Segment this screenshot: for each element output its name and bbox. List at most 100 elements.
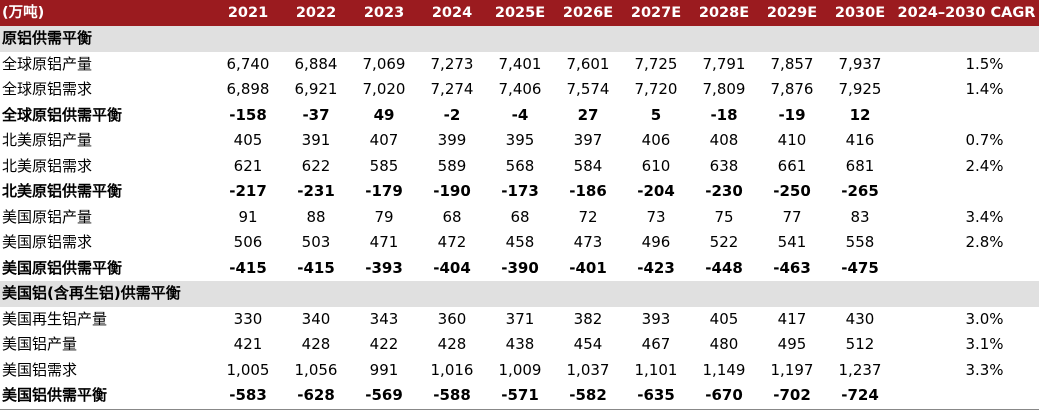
value-cell: 1,037 [566,360,610,379]
value-cell: 91 [238,207,258,226]
value-cell: 1,197 [770,360,814,379]
value-cell: -475 [841,258,879,277]
row-label: 美国原铝需求 [2,233,93,252]
value-cell: 393 [641,309,671,328]
value-cell: -463 [773,258,811,277]
value-cell: -588 [418,383,486,410]
value-cell: 397 [573,131,603,150]
value-cell: 438 [505,335,535,354]
year-header: 2021 [214,0,282,26]
value-cell: 471 [369,233,399,252]
value-cell: -190 [433,182,471,201]
value-cell: 1,056 [294,360,338,379]
value-cell: -250 [773,182,811,201]
value-cell: 7,401 [498,54,542,73]
value-cell: 428 [437,335,467,354]
value-cell: 506 [233,233,263,252]
value-cell: 371 [505,309,535,328]
value-cell: 7,069 [362,54,406,73]
value-cell: 430 [845,309,875,328]
value-cell: 1,009 [498,360,542,379]
table-row: 全球原铝需求 6,898 6,921 7,020 7,274 7,406 7,574 7,72… [0,77,1039,103]
value-cell: -415 [297,258,335,277]
row-label: 美国原铝产量 [2,207,93,226]
value-cell: 7,809 [702,80,746,99]
value-cell: -569 [350,383,418,410]
cagr-cell: 3.0% [965,309,1004,328]
value-cell: 458 [505,233,535,252]
table-row: 北美原铝产量 405 391 407 399 395 397 406 408 410 416 0.7% [0,128,1039,154]
value-cell: 68 [442,207,462,226]
table-row: 美国铝需求 1,005 1,056 991 1,016 1,009 1,037 1,101 1,… [0,358,1039,384]
unit-label: (万吨) [0,0,214,26]
value-cell: 480 [709,335,739,354]
value-cell: -670 [690,383,758,410]
value-cell: 621 [233,156,263,175]
value-cell: -231 [297,182,335,201]
value-cell: 399 [437,131,467,150]
value-cell: 541 [777,233,807,252]
value-cell: 585 [369,156,399,175]
value-cell: 6,884 [294,54,338,73]
value-cell: 1,237 [838,360,882,379]
year-header: 2027E [622,0,690,26]
value-cell: -173 [501,182,539,201]
value-cell: -37 [302,105,330,124]
value-cell: 7,720 [634,80,678,99]
section-header-row: 美国铝(含再生铝)供需平衡 [0,281,1039,307]
value-cell: 360 [437,309,467,328]
value-cell: 7,406 [498,80,542,99]
cagr-cell: 3.4% [965,207,1004,226]
value-cell: 405 [233,131,263,150]
value-cell: 681 [845,156,875,175]
balance-row: 美国原铝供需平衡 -415 -415 -393 -404 -390 -401 -423 -448… [0,256,1039,282]
table-row: 全球原铝产量 6,740 6,884 7,069 7,273 7,401 7,601 7,72… [0,52,1039,78]
value-cell: 79 [374,207,394,226]
balance-row: 美国铝供需平衡 -583 -628 -569 -588 -571 -582 -635 -670-… [0,383,1039,410]
row-label: 全球原铝需求 [2,80,93,99]
value-cell: -415 [229,258,267,277]
value-cell: -702 [758,383,826,410]
value-cell: 73 [646,207,666,226]
value-cell: 417 [777,309,807,328]
value-cell: 622 [301,156,331,175]
table-row: 美国原铝需求 506 503 471 472 458 473 496 522 541 558 2.8% [0,230,1039,256]
value-cell: 568 [505,156,535,175]
value-cell: 83 [850,207,870,226]
row-label: 美国铝产量 [2,335,78,354]
value-cell: 428 [301,335,331,354]
cagr-header: 2024–2030 CAGR [894,0,1039,26]
value-cell: -390 [501,258,539,277]
value-cell: 1,016 [430,360,474,379]
value-cell: 49 [373,105,395,124]
balance-row: 全球原铝供需平衡 -158 -37 49 -2 -4 27 5 -18 -19 12 [0,103,1039,129]
year-header: 2024 [418,0,486,26]
year-header: 2025E [486,0,554,26]
value-cell: 467 [641,335,671,354]
value-cell: 7,937 [838,54,882,73]
value-cell: -19 [778,105,806,124]
value-cell: 7,274 [430,80,474,99]
year-header: 2030E [826,0,894,26]
value-cell: -2 [443,105,461,124]
year-header: 2028E [690,0,758,26]
value-cell: -404 [433,258,471,277]
cagr-cell: 3.1% [965,335,1004,354]
cagr-cell: 2.4% [965,156,1004,175]
value-cell: 391 [301,131,331,150]
value-cell: -635 [622,383,690,410]
value-cell: 454 [573,335,603,354]
value-cell: -628 [282,383,350,410]
row-label: 全球原铝供需平衡 [2,105,123,124]
value-cell: -582 [554,383,622,410]
value-cell: 408 [709,131,739,150]
table-row: 美国铝产量 421 428 422 428 438 454 467 480 495 512 3.1% [0,332,1039,358]
value-cell: 638 [709,156,739,175]
value-cell: 406 [641,131,671,150]
value-cell: 473 [573,233,603,252]
value-cell: 330 [233,309,263,328]
value-cell: -18 [710,105,738,124]
value-cell: 589 [437,156,467,175]
value-cell: 27 [577,105,599,124]
value-cell: 7,020 [362,80,406,99]
